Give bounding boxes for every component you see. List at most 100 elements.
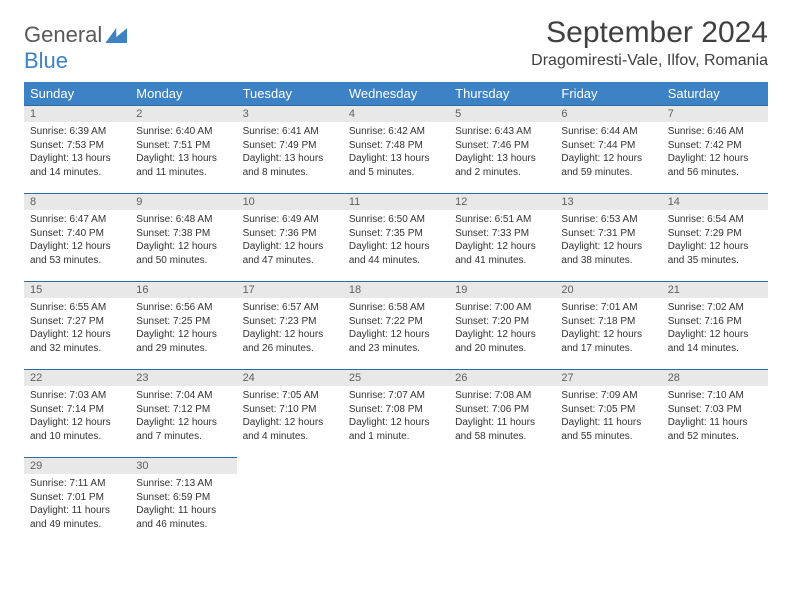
calendar-cell-empty (449, 457, 555, 545)
day-body: Sunrise: 6:54 AMSunset: 7:29 PMDaylight:… (662, 210, 768, 270)
day-number: 28 (662, 369, 768, 386)
day-body: Sunrise: 7:07 AMSunset: 7:08 PMDaylight:… (343, 386, 449, 446)
day-number: 1 (24, 105, 130, 122)
day-body: Sunrise: 7:11 AMSunset: 7:01 PMDaylight:… (24, 474, 130, 534)
day-body: Sunrise: 6:48 AMSunset: 7:38 PMDaylight:… (130, 210, 236, 270)
day-number: 16 (130, 281, 236, 298)
calendar-cell: 15Sunrise: 6:55 AMSunset: 7:27 PMDayligh… (24, 281, 130, 369)
calendar-cell: 7Sunrise: 6:46 AMSunset: 7:42 PMDaylight… (662, 105, 768, 193)
calendar-cell-empty (237, 457, 343, 545)
day-header: Friday (555, 82, 661, 105)
calendar-cell: 25Sunrise: 7:07 AMSunset: 7:08 PMDayligh… (343, 369, 449, 457)
day-number: 24 (237, 369, 343, 386)
calendar-row: 15Sunrise: 6:55 AMSunset: 7:27 PMDayligh… (24, 281, 768, 369)
day-body: Sunrise: 6:55 AMSunset: 7:27 PMDaylight:… (24, 298, 130, 358)
day-body: Sunrise: 7:01 AMSunset: 7:18 PMDaylight:… (555, 298, 661, 358)
day-body: Sunrise: 6:43 AMSunset: 7:46 PMDaylight:… (449, 122, 555, 182)
day-body: Sunrise: 6:44 AMSunset: 7:44 PMDaylight:… (555, 122, 661, 182)
calendar-cell: 2Sunrise: 6:40 AMSunset: 7:51 PMDaylight… (130, 105, 236, 193)
day-number: 21 (662, 281, 768, 298)
calendar-cell: 20Sunrise: 7:01 AMSunset: 7:18 PMDayligh… (555, 281, 661, 369)
calendar-cell: 17Sunrise: 6:57 AMSunset: 7:23 PMDayligh… (237, 281, 343, 369)
title-block: September 2024 Dragomiresti-Vale, Ilfov,… (531, 16, 768, 70)
day-number: 22 (24, 369, 130, 386)
calendar-cell: 16Sunrise: 6:56 AMSunset: 7:25 PMDayligh… (130, 281, 236, 369)
header: General Blue September 2024 Dragomiresti… (24, 16, 768, 74)
day-number: 3 (237, 105, 343, 122)
day-header: Monday (130, 82, 236, 105)
day-header-row: Sunday Monday Tuesday Wednesday Thursday… (24, 82, 768, 105)
day-number: 9 (130, 193, 236, 210)
day-number: 12 (449, 193, 555, 210)
day-body: Sunrise: 6:56 AMSunset: 7:25 PMDaylight:… (130, 298, 236, 358)
logo-mark-icon (105, 28, 127, 43)
day-number: 20 (555, 281, 661, 298)
calendar-cell: 4Sunrise: 6:42 AMSunset: 7:48 PMDaylight… (343, 105, 449, 193)
day-number: 2 (130, 105, 236, 122)
day-body: Sunrise: 7:00 AMSunset: 7:20 PMDaylight:… (449, 298, 555, 358)
day-number: 15 (24, 281, 130, 298)
day-number: 14 (662, 193, 768, 210)
day-number: 11 (343, 193, 449, 210)
day-number: 8 (24, 193, 130, 210)
day-header: Sunday (24, 82, 130, 105)
day-number: 4 (343, 105, 449, 122)
brand-part2: Blue (24, 48, 68, 73)
day-header: Saturday (662, 82, 768, 105)
calendar-cell: 10Sunrise: 6:49 AMSunset: 7:36 PMDayligh… (237, 193, 343, 281)
day-body: Sunrise: 6:41 AMSunset: 7:49 PMDaylight:… (237, 122, 343, 182)
day-body: Sunrise: 7:02 AMSunset: 7:16 PMDaylight:… (662, 298, 768, 358)
calendar-row: 22Sunrise: 7:03 AMSunset: 7:14 PMDayligh… (24, 369, 768, 457)
calendar-cell: 5Sunrise: 6:43 AMSunset: 7:46 PMDaylight… (449, 105, 555, 193)
day-number: 19 (449, 281, 555, 298)
calendar-cell: 26Sunrise: 7:08 AMSunset: 7:06 PMDayligh… (449, 369, 555, 457)
day-number: 25 (343, 369, 449, 386)
day-body: Sunrise: 6:47 AMSunset: 7:40 PMDaylight:… (24, 210, 130, 270)
day-body: Sunrise: 7:10 AMSunset: 7:03 PMDaylight:… (662, 386, 768, 446)
calendar-cell: 29Sunrise: 7:11 AMSunset: 7:01 PMDayligh… (24, 457, 130, 545)
day-body: Sunrise: 6:39 AMSunset: 7:53 PMDaylight:… (24, 122, 130, 182)
day-body: Sunrise: 6:46 AMSunset: 7:42 PMDaylight:… (662, 122, 768, 182)
calendar-cell: 14Sunrise: 6:54 AMSunset: 7:29 PMDayligh… (662, 193, 768, 281)
calendar-cell: 13Sunrise: 6:53 AMSunset: 7:31 PMDayligh… (555, 193, 661, 281)
day-number: 29 (24, 457, 130, 474)
calendar-cell: 8Sunrise: 6:47 AMSunset: 7:40 PMDaylight… (24, 193, 130, 281)
brand-logo: General Blue (24, 16, 127, 74)
calendar-cell-empty (555, 457, 661, 545)
calendar-row: 8Sunrise: 6:47 AMSunset: 7:40 PMDaylight… (24, 193, 768, 281)
calendar-cell: 22Sunrise: 7:03 AMSunset: 7:14 PMDayligh… (24, 369, 130, 457)
calendar-cell: 21Sunrise: 7:02 AMSunset: 7:16 PMDayligh… (662, 281, 768, 369)
day-number: 30 (130, 457, 236, 474)
calendar-cell: 11Sunrise: 6:50 AMSunset: 7:35 PMDayligh… (343, 193, 449, 281)
day-body: Sunrise: 6:57 AMSunset: 7:23 PMDaylight:… (237, 298, 343, 358)
calendar-cell-empty (343, 457, 449, 545)
calendar-cell: 27Sunrise: 7:09 AMSunset: 7:05 PMDayligh… (555, 369, 661, 457)
calendar-cell: 18Sunrise: 6:58 AMSunset: 7:22 PMDayligh… (343, 281, 449, 369)
day-number: 6 (555, 105, 661, 122)
day-body: Sunrise: 7:13 AMSunset: 6:59 PMDaylight:… (130, 474, 236, 534)
calendar-cell: 12Sunrise: 6:51 AMSunset: 7:33 PMDayligh… (449, 193, 555, 281)
day-body: Sunrise: 6:42 AMSunset: 7:48 PMDaylight:… (343, 122, 449, 182)
day-body: Sunrise: 7:09 AMSunset: 7:05 PMDaylight:… (555, 386, 661, 446)
calendar-cell: 19Sunrise: 7:00 AMSunset: 7:20 PMDayligh… (449, 281, 555, 369)
day-number: 18 (343, 281, 449, 298)
day-number: 13 (555, 193, 661, 210)
calendar-row: 1Sunrise: 6:39 AMSunset: 7:53 PMDaylight… (24, 105, 768, 193)
day-header: Tuesday (237, 82, 343, 105)
day-body: Sunrise: 6:40 AMSunset: 7:51 PMDaylight:… (130, 122, 236, 182)
day-body: Sunrise: 7:04 AMSunset: 7:12 PMDaylight:… (130, 386, 236, 446)
day-body: Sunrise: 6:50 AMSunset: 7:35 PMDaylight:… (343, 210, 449, 270)
day-header: Wednesday (343, 82, 449, 105)
calendar-cell: 6Sunrise: 6:44 AMSunset: 7:44 PMDaylight… (555, 105, 661, 193)
calendar-row: 29Sunrise: 7:11 AMSunset: 7:01 PMDayligh… (24, 457, 768, 545)
calendar-cell: 3Sunrise: 6:41 AMSunset: 7:49 PMDaylight… (237, 105, 343, 193)
day-number: 5 (449, 105, 555, 122)
calendar-cell: 9Sunrise: 6:48 AMSunset: 7:38 PMDaylight… (130, 193, 236, 281)
day-body: Sunrise: 7:05 AMSunset: 7:10 PMDaylight:… (237, 386, 343, 446)
day-header: Thursday (449, 82, 555, 105)
day-number: 27 (555, 369, 661, 386)
calendar-cell: 28Sunrise: 7:10 AMSunset: 7:03 PMDayligh… (662, 369, 768, 457)
calendar-cell-empty (662, 457, 768, 545)
calendar-cell: 30Sunrise: 7:13 AMSunset: 6:59 PMDayligh… (130, 457, 236, 545)
day-number: 17 (237, 281, 343, 298)
